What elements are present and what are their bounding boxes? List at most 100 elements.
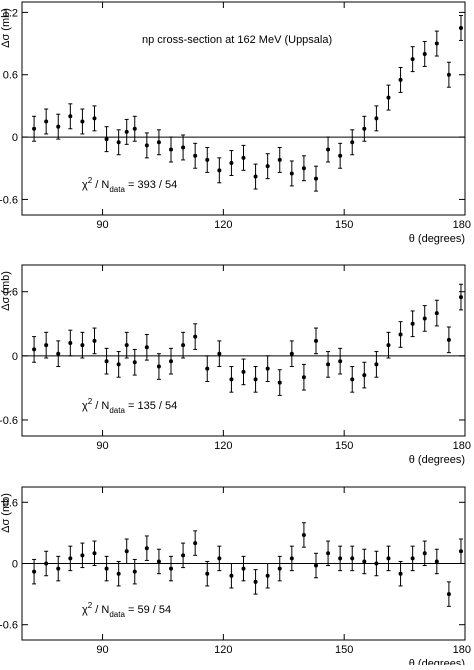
data-point <box>446 337 451 342</box>
data-point <box>132 126 137 131</box>
chart-panel-2: -0.6 0 0.6 90 120 150 180 Δσ (mb) θ (degrees) χ2 … <box>0 264 471 466</box>
data-point <box>32 347 37 352</box>
data-point <box>68 341 73 346</box>
data-point <box>229 573 234 578</box>
data-point <box>56 124 61 129</box>
data-point <box>124 549 129 554</box>
data-point <box>326 551 331 556</box>
x-tick-label: 180 <box>453 219 471 231</box>
data-point <box>386 556 391 561</box>
x-tick-label: 120 <box>214 440 232 452</box>
data-point <box>132 360 137 365</box>
data-point <box>181 553 186 558</box>
data-point <box>169 359 174 364</box>
data-point <box>217 556 222 561</box>
data-point <box>289 351 294 356</box>
x-axis-label: θ (degrees) <box>409 454 465 466</box>
data-point <box>68 556 73 561</box>
data-point <box>241 369 246 374</box>
data-point <box>169 566 174 571</box>
data-point <box>326 147 331 152</box>
chi-square-label: χ2 / Ndata = 393 / 54 <box>82 176 177 194</box>
data-point <box>229 377 234 382</box>
data-point <box>301 375 306 380</box>
data-point <box>68 114 73 119</box>
data-point <box>156 364 161 369</box>
chart-panel-3: -0.6 0 0.6 90 120 150 180 Δσ (mb) θ (degrees) χ2 … <box>0 486 471 670</box>
data-point <box>80 119 85 124</box>
plot-frame <box>21 1 466 216</box>
x-tick-label: 120 <box>214 644 232 656</box>
x-tick-label: 150 <box>335 440 353 452</box>
data-point <box>124 129 129 134</box>
data-point <box>32 569 37 574</box>
data-point <box>193 541 198 546</box>
data-point <box>277 157 282 162</box>
data-point <box>265 573 270 578</box>
data-point <box>374 561 379 566</box>
data-point <box>410 556 415 561</box>
x-tick-label: 180 <box>453 440 471 452</box>
data-point <box>313 563 318 568</box>
data-point <box>386 343 391 348</box>
data-point <box>144 345 149 350</box>
chart-panel-1: -0.6 0 0.6 1.2 90 120 150 180 Δσ (mb) θ (degrees)… <box>0 1 471 245</box>
data-point <box>301 532 306 537</box>
data-point <box>313 176 318 181</box>
data-point <box>169 147 174 152</box>
plot-frame <box>21 264 466 437</box>
data-point <box>313 338 318 343</box>
data-point <box>80 343 85 348</box>
data-point <box>386 95 391 100</box>
data-point <box>44 561 49 566</box>
y-tick-label: 0.6 <box>3 287 18 299</box>
data-point <box>193 334 198 339</box>
data-point <box>362 373 367 378</box>
y-axis-label: Δσ (mb) <box>0 493 12 533</box>
x-tick-label: 90 <box>96 440 108 452</box>
data-point <box>410 57 415 62</box>
data-point <box>277 380 282 385</box>
x-tick-label: 150 <box>335 644 353 656</box>
data-point <box>434 41 439 46</box>
data-point <box>350 556 355 561</box>
data-point <box>104 566 109 571</box>
data-point <box>289 171 294 176</box>
data-point <box>104 137 109 142</box>
chart-title: np cross-section at 162 MeV (Uppsala) <box>142 34 332 46</box>
data-point <box>253 579 258 584</box>
data-point <box>92 551 97 556</box>
x-axis-label: θ (degrees) <box>409 233 465 245</box>
data-point <box>265 366 270 371</box>
x-tick-label: 90 <box>96 219 108 231</box>
data-point <box>362 126 367 131</box>
data-point <box>92 116 97 121</box>
data-point <box>104 359 109 364</box>
data-point <box>44 343 49 348</box>
data-point <box>181 343 186 348</box>
x-tick-label: 120 <box>214 219 232 231</box>
data-point <box>217 168 222 173</box>
y-axis-label: Δσ (mb) <box>0 8 12 48</box>
data-point <box>217 351 222 356</box>
data-point <box>44 119 49 124</box>
y-tick-label: -0.6 <box>0 194 18 206</box>
data-point <box>326 362 331 367</box>
x-tick-label: 180 <box>453 644 471 656</box>
data-point <box>434 559 439 564</box>
data-point <box>338 556 343 561</box>
data-point <box>398 77 403 82</box>
data-point <box>422 51 427 56</box>
data-point <box>410 321 415 326</box>
data-point <box>434 311 439 316</box>
x-axis-label: θ (degrees) <box>409 658 465 665</box>
data-point <box>229 161 234 166</box>
data-point <box>181 145 186 150</box>
data-point <box>338 359 343 364</box>
data-point <box>301 166 306 171</box>
chi-square-label: χ2 / Ndata = 135 / 54 <box>82 397 177 415</box>
data-point <box>144 143 149 148</box>
y-tick-label: 0 <box>12 559 18 571</box>
